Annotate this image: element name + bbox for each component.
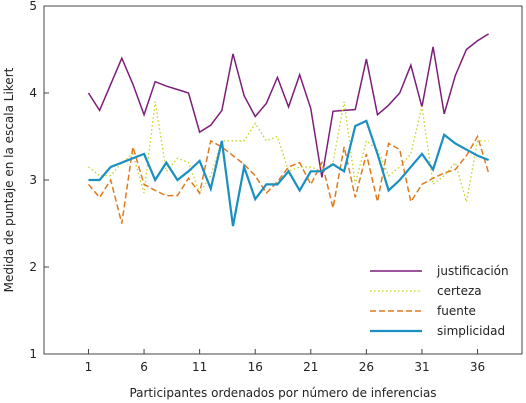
x-tick-label: 1: [85, 360, 93, 374]
y-tick-label: 3: [29, 173, 37, 187]
x-tick-label: 11: [192, 360, 207, 374]
legend-label: fuente: [437, 304, 476, 318]
series-line-certeza: [88, 101, 489, 202]
plot-frame: [43, 5, 523, 355]
y-tick-label: 4: [29, 86, 37, 100]
x-tick-label: 6: [140, 360, 148, 374]
x-tick-label: 16: [248, 360, 263, 374]
legend: justificación certeza fuente simplicidad: [370, 264, 509, 338]
series-line-simplicidad: [88, 119, 490, 227]
x-tick-label: 26: [359, 360, 374, 374]
y-axis-title: Medida de puntaje en la escala Likert: [2, 67, 16, 292]
y-tick-label: 5: [29, 0, 37, 13]
x-tick-label: 36: [470, 360, 485, 374]
legend-label: certeza: [437, 284, 482, 298]
x-tick-label: 21: [303, 360, 318, 374]
series-line-fuente: [87, 134, 490, 224]
x-axis-title: Participantes ordenados por número de in…: [129, 386, 436, 400]
legend-label: simplicidad: [437, 324, 505, 338]
y-tick-label: 2: [29, 260, 37, 274]
series-lines: [87, 33, 490, 227]
x-tick-label: 31: [414, 360, 429, 374]
legend-label: justificación: [436, 264, 509, 278]
y-tick-label: 1: [29, 347, 37, 361]
series-line-justificación: [87, 33, 490, 178]
